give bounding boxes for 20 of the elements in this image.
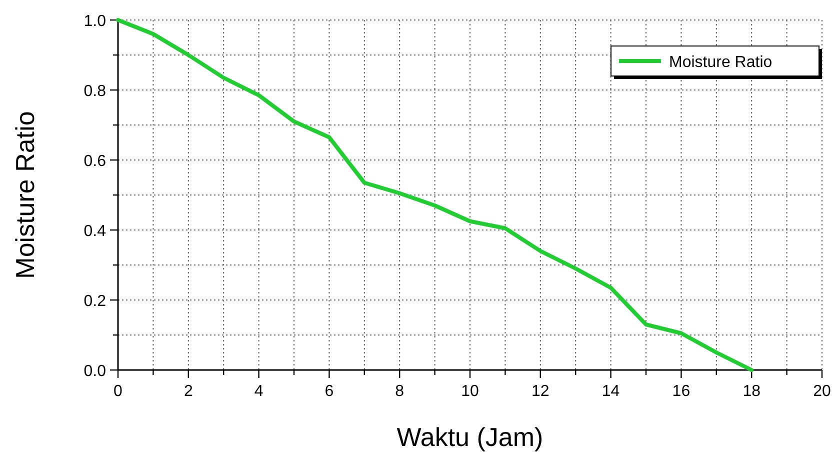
x-tick-label: 16 xyxy=(672,383,690,400)
x-tick-label: 6 xyxy=(324,383,334,400)
y-tick-label: 0.4 xyxy=(84,223,106,240)
y-axis-title: Moisture Ratio xyxy=(10,111,40,279)
y-tick-label: 0.8 xyxy=(84,83,106,100)
x-tick-label: 18 xyxy=(742,383,761,400)
x-tick-label: 2 xyxy=(184,383,193,400)
x-tick-label: 8 xyxy=(395,383,404,400)
x-tick-label: 20 xyxy=(813,383,831,400)
y-tick-label: 0.2 xyxy=(84,293,106,310)
x-tick-label: 4 xyxy=(254,383,264,400)
x-tick-label: 14 xyxy=(602,383,620,400)
x-tick-label: 12 xyxy=(532,383,550,400)
y-tick-label: 0.0 xyxy=(84,363,106,380)
x-tick-label: 0 xyxy=(114,383,123,400)
x-tick-label: 10 xyxy=(461,383,479,400)
y-tick-label: 0.6 xyxy=(84,153,106,170)
x-axis-title: Waktu (Jam) xyxy=(396,422,544,452)
legend-label: Moisture Ratio xyxy=(669,54,772,71)
y-tick-label: 1.0 xyxy=(84,13,106,30)
